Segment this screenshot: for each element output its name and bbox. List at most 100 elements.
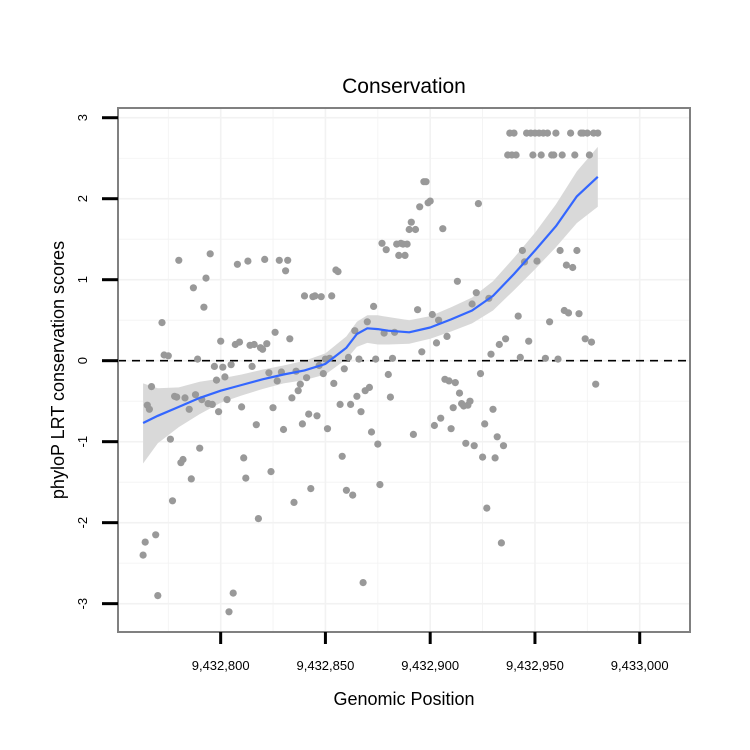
data-point xyxy=(185,405,193,413)
data-point xyxy=(363,318,371,326)
data-point xyxy=(342,486,350,494)
data-point xyxy=(558,151,566,159)
data-point xyxy=(244,257,252,265)
data-point xyxy=(472,289,480,297)
data-point xyxy=(374,440,382,448)
data-point xyxy=(453,277,461,285)
data-point xyxy=(382,246,390,254)
data-point xyxy=(416,203,424,211)
data-point xyxy=(395,251,403,259)
data-point xyxy=(175,256,183,264)
data-point xyxy=(556,246,564,255)
y-tick-label: 2 xyxy=(75,195,90,202)
data-point xyxy=(449,404,457,412)
data-point xyxy=(353,392,361,400)
data-point xyxy=(367,428,376,436)
data-point xyxy=(571,151,579,159)
data-point xyxy=(479,453,487,461)
data-point xyxy=(487,350,495,358)
data-point xyxy=(443,332,451,340)
data-point xyxy=(439,225,447,233)
data-point xyxy=(181,394,189,402)
data-point xyxy=(592,380,600,388)
data-point xyxy=(409,430,417,438)
data-point xyxy=(428,310,436,319)
x-axis-label: Genomic Position xyxy=(333,689,474,709)
data-point xyxy=(512,151,520,159)
data-point xyxy=(502,335,510,343)
data-point xyxy=(191,391,200,399)
data-point xyxy=(305,410,313,418)
data-point xyxy=(152,531,160,539)
data-point xyxy=(466,397,474,405)
data-point xyxy=(585,151,594,159)
data-point xyxy=(284,256,292,264)
data-point xyxy=(164,352,172,360)
data-point xyxy=(470,442,478,450)
data-point xyxy=(221,373,229,381)
data-point xyxy=(407,218,415,226)
data-point xyxy=(489,405,497,413)
panel-background xyxy=(118,108,690,632)
data-point xyxy=(271,328,279,336)
data-point xyxy=(147,383,156,391)
x-tick-label: 9,432,850 xyxy=(297,658,355,673)
y-tick-label: -1 xyxy=(75,436,90,448)
data-point xyxy=(430,421,438,430)
data-point xyxy=(351,327,359,335)
data-point xyxy=(514,312,522,320)
data-point xyxy=(242,474,250,482)
data-point xyxy=(583,129,591,137)
data-point xyxy=(493,433,501,441)
data-point xyxy=(269,404,277,412)
data-point xyxy=(386,393,394,401)
data-point xyxy=(215,408,223,416)
data-point xyxy=(552,129,560,137)
x-axis-ticks: 9,432,800 9,432,850 9,432,900 9,432,950 9,43… xyxy=(192,632,669,673)
data-point xyxy=(196,444,204,452)
data-point xyxy=(317,293,325,301)
data-point xyxy=(223,396,231,404)
data-point xyxy=(340,365,348,373)
data-point xyxy=(587,338,596,346)
data-point xyxy=(307,485,315,493)
data-point xyxy=(483,504,491,512)
data-point xyxy=(282,267,290,275)
data-point xyxy=(336,400,344,408)
data-point xyxy=(303,374,311,382)
data-point xyxy=(468,300,476,308)
data-point xyxy=(334,268,342,276)
data-point xyxy=(235,338,244,346)
data-point xyxy=(575,310,583,318)
data-point xyxy=(279,425,288,434)
data-point xyxy=(384,370,392,379)
data-point xyxy=(567,129,575,137)
data-point xyxy=(462,439,470,447)
data-point xyxy=(338,452,346,460)
data-point xyxy=(474,200,482,208)
data-point xyxy=(543,129,552,137)
data-point xyxy=(349,491,357,499)
data-point xyxy=(200,303,208,311)
data-point xyxy=(344,353,353,361)
data-point xyxy=(564,309,573,317)
data-point xyxy=(240,454,248,462)
data-point xyxy=(189,284,197,292)
data-point xyxy=(437,414,445,422)
data-point xyxy=(594,129,602,137)
data-point xyxy=(286,335,294,343)
data-point xyxy=(510,129,518,137)
smooth-fit-line xyxy=(142,175,599,424)
data-point xyxy=(499,442,508,450)
data-point xyxy=(219,363,227,371)
data-point xyxy=(376,481,384,489)
data-point xyxy=(455,389,464,397)
data-point xyxy=(275,256,283,264)
data-point xyxy=(525,337,533,345)
data-point xyxy=(202,274,210,282)
data-point xyxy=(254,515,262,523)
data-point xyxy=(569,263,577,272)
data-point xyxy=(357,408,365,416)
data-point xyxy=(533,257,541,265)
data-point xyxy=(422,178,430,186)
